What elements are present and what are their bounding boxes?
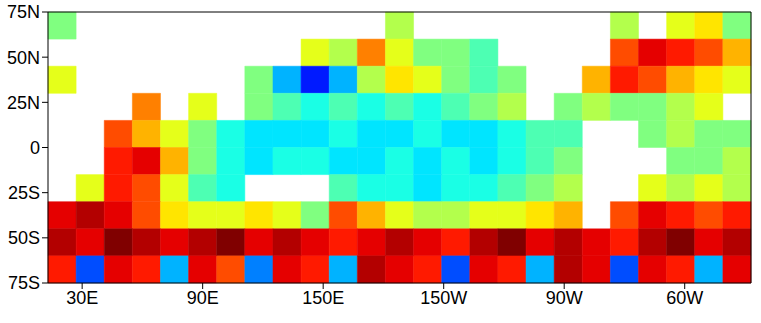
svg-text:150E: 150E [302, 288, 344, 308]
svg-text:50S: 50S [8, 228, 40, 248]
svg-text:25N: 25N [7, 93, 40, 113]
svg-text:150W: 150W [420, 288, 467, 308]
svg-text:30E: 30E [66, 288, 98, 308]
svg-text:90W: 90W [546, 288, 583, 308]
svg-text:75N: 75N [7, 2, 40, 22]
svg-text:75S: 75S [8, 273, 40, 293]
svg-text:50N: 50N [7, 48, 40, 68]
svg-text:0: 0 [30, 138, 40, 158]
svg-text:25S: 25S [8, 183, 40, 203]
svg-text:90E: 90E [187, 288, 219, 308]
svg-text:60W: 60W [666, 288, 703, 308]
